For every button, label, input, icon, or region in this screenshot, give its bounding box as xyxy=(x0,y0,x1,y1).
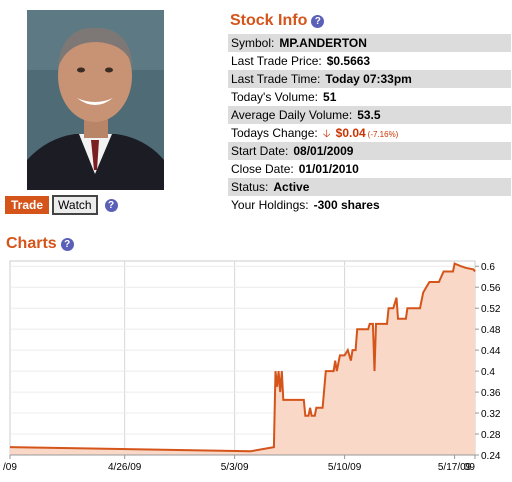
info-label: Your Holdings: xyxy=(231,198,309,212)
info-label: Last Trade Time: xyxy=(231,72,321,86)
info-row-last-trade-time: Last Trade Time: Today 07:33pm xyxy=(228,70,511,88)
info-label: Close Date: xyxy=(231,162,294,176)
charts-heading: Charts ? xyxy=(6,235,74,253)
stock-info-table: Symbol: MP.ANDERTON Last Trade Price: $0.5… xyxy=(228,34,511,214)
series-line xyxy=(9,262,476,453)
info-row-close-date: Close Date: 01/01/2010 xyxy=(228,160,511,178)
info-row-average-daily-volume: Average Daily Volume: 53.5 xyxy=(228,106,511,124)
x-tick-label: 09 xyxy=(464,462,476,473)
info-value: $0.04 xyxy=(335,126,366,140)
y-tick-label: 0.32 xyxy=(481,409,501,420)
info-row-status: Status: Active xyxy=(228,178,511,196)
info-label: Status: xyxy=(231,180,269,194)
info-row-last-trade-price: Last Trade Price: $0.5663 xyxy=(228,52,511,70)
x-tick-label: /09 xyxy=(3,462,17,473)
action-buttons: Trade Watch ? xyxy=(5,195,118,215)
info-value: 01/01/2010 xyxy=(298,162,359,176)
info-row-todays-volume: Today's Volume: 51 xyxy=(228,88,511,106)
info-value: $0.5663 xyxy=(326,54,371,68)
help-icon[interactable]: ? xyxy=(104,198,118,212)
series-area xyxy=(10,263,475,455)
info-label: Symbol: xyxy=(231,36,275,50)
down-arrow-icon: 🡣 xyxy=(322,128,331,140)
info-row-todays-change: Todays Change: 🡣 $0.04 (-7.16%) xyxy=(228,124,511,142)
y-tick-label: 0.52 xyxy=(481,304,501,315)
y-tick-label: 0.56 xyxy=(481,283,501,294)
y-tick-label: 0.36 xyxy=(481,388,501,399)
info-value: Today 07:33pm xyxy=(325,72,412,86)
info-row-your-holdings: Your Holdings: -300 shares xyxy=(228,196,511,214)
info-label: Today's Volume: xyxy=(231,90,319,104)
info-value: 08/01/2009 xyxy=(293,144,354,158)
x-tick-label: 5/10/09 xyxy=(328,462,362,473)
info-value: 53.5 xyxy=(357,108,381,122)
charts-title: Charts xyxy=(6,235,57,252)
info-value: -300 shares xyxy=(313,198,380,212)
info-value: MP.ANDERTON xyxy=(279,36,367,50)
stock-info-heading: Stock Info ? xyxy=(230,12,325,30)
y-tick-label: 0.6 xyxy=(481,262,495,273)
y-tick-label: 0.24 xyxy=(481,451,501,462)
y-tick-label: 0.48 xyxy=(481,325,501,336)
stock-info-title: Stock Info xyxy=(230,12,308,29)
y-tick-label: 0.4 xyxy=(481,367,495,378)
x-tick-label: 4/26/09 xyxy=(108,462,142,473)
info-label: Start Date: xyxy=(231,144,289,158)
info-value: Active xyxy=(273,180,310,194)
y-tick-label: 0.28 xyxy=(481,430,501,441)
help-icon[interactable]: ? xyxy=(311,14,325,28)
price-chart: 0.24 0.28 0.32 0.36 0.4 0.44 0.48 0.52 0.56 0.6/0… xyxy=(0,255,512,482)
info-label: Average Daily Volume: xyxy=(231,108,353,122)
help-icon[interactable]: ? xyxy=(60,237,74,251)
y-tick-label: 0.44 xyxy=(481,346,501,357)
x-tick-label: 5/17/09 xyxy=(438,462,472,473)
info-label: Last Trade Price: xyxy=(231,54,322,68)
info-label: Todays Change: xyxy=(231,126,318,140)
profile-photo xyxy=(27,10,164,190)
trade-button[interactable]: Trade xyxy=(5,196,50,214)
change-percent: (-7.16%) xyxy=(367,130,399,139)
info-row-symbol: Symbol: MP.ANDERTON xyxy=(228,34,511,52)
info-value: 51 xyxy=(323,90,337,104)
info-row-start-date: Start Date: 08/01/2009 xyxy=(228,142,511,160)
x-tick-label: 5/3/09 xyxy=(221,462,249,473)
watch-button[interactable]: Watch xyxy=(52,195,98,215)
